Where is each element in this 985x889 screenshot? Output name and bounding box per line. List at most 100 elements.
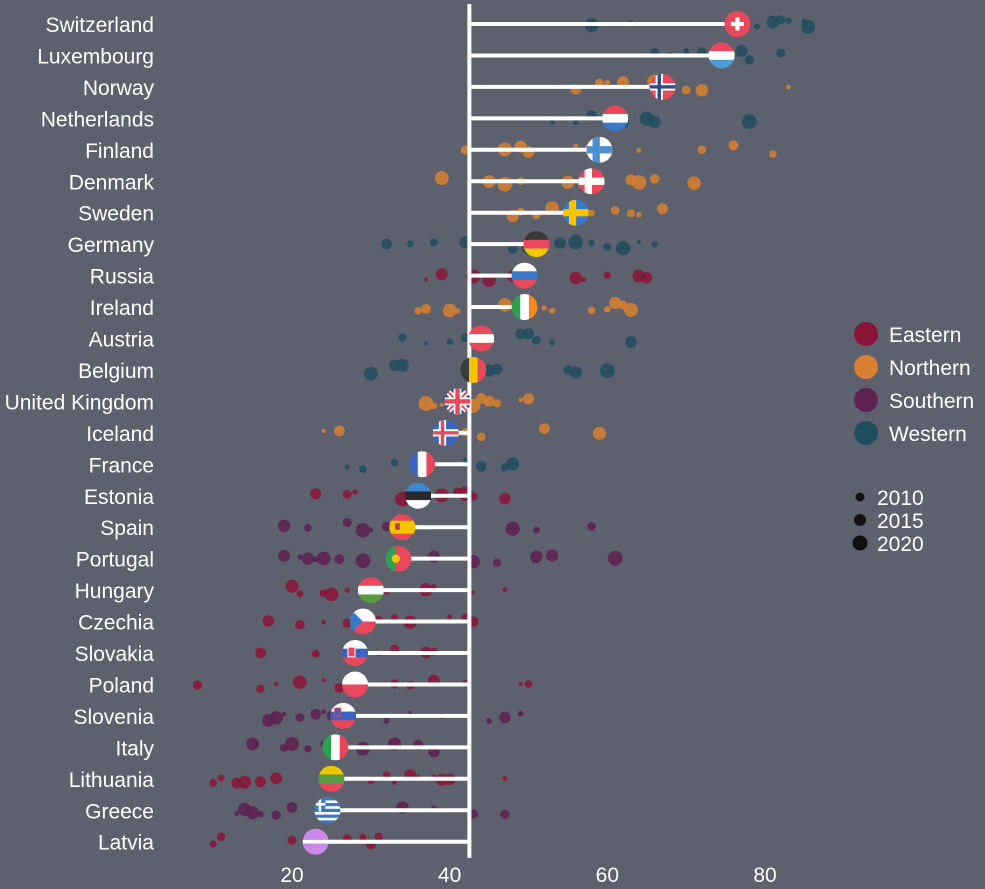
scatter-point bbox=[506, 457, 520, 471]
scatter-point bbox=[683, 48, 690, 55]
country-label: Netherlands bbox=[41, 108, 154, 131]
scatter-point bbox=[491, 363, 503, 375]
flag-marker bbox=[357, 577, 384, 604]
scatter-point bbox=[636, 211, 642, 218]
scatter-point bbox=[321, 678, 326, 683]
scatter-point bbox=[538, 423, 550, 434]
scatter-point bbox=[546, 549, 559, 562]
flag-marker bbox=[409, 451, 436, 478]
scatter-point bbox=[439, 402, 444, 408]
scatter-point bbox=[728, 140, 739, 151]
scatter-point bbox=[502, 776, 508, 781]
legend-label: Northern bbox=[889, 357, 971, 380]
flag-markers bbox=[302, 11, 751, 855]
scatter-point bbox=[293, 675, 307, 689]
flag-marker bbox=[342, 671, 369, 698]
scatter-point bbox=[615, 241, 631, 256]
scatter-point bbox=[502, 587, 508, 593]
scatter-point bbox=[497, 298, 512, 312]
scatter-point bbox=[568, 234, 584, 250]
scatter-point bbox=[246, 737, 260, 751]
country-label: Latvia bbox=[98, 832, 154, 855]
country-label: Slovakia bbox=[75, 643, 155, 666]
scatter-point bbox=[549, 120, 555, 125]
flag-marker bbox=[511, 294, 538, 321]
country-label: Portugal bbox=[76, 549, 154, 572]
scatter-point bbox=[427, 550, 440, 563]
scatter-point bbox=[368, 527, 374, 533]
scatter-point bbox=[505, 521, 520, 536]
scatter-point bbox=[524, 680, 533, 688]
scatter-point bbox=[492, 399, 502, 408]
scatter-point bbox=[603, 305, 611, 313]
scatter-point bbox=[421, 303, 431, 314]
country-label: Austria bbox=[89, 329, 155, 352]
flag-marker bbox=[444, 388, 471, 415]
scatter-point bbox=[430, 402, 438, 410]
dumbbell-lines bbox=[315, 22, 738, 844]
country-label: Sweden bbox=[78, 203, 154, 226]
scatter-point bbox=[744, 55, 754, 65]
scatter-point bbox=[431, 584, 437, 590]
scatter-point bbox=[296, 590, 304, 598]
scatter-point bbox=[569, 366, 582, 379]
scatter-point bbox=[471, 590, 476, 595]
scatter-point bbox=[573, 143, 579, 149]
scatter-point bbox=[287, 835, 297, 845]
legend-size-swatch bbox=[852, 535, 868, 551]
scatter-point bbox=[581, 276, 587, 283]
flag-marker bbox=[432, 419, 459, 446]
flag-marker bbox=[322, 734, 349, 761]
scatter-point bbox=[499, 711, 511, 724]
scatter-point bbox=[344, 464, 350, 470]
scatter-point bbox=[234, 810, 240, 817]
country-label: Ireland bbox=[90, 297, 154, 320]
scatter-point bbox=[334, 682, 345, 693]
scatter-point bbox=[549, 339, 555, 346]
flag-marker bbox=[342, 640, 369, 666]
scatter-point bbox=[285, 736, 299, 751]
legend-label: Southern bbox=[889, 390, 974, 413]
scatter-point bbox=[532, 526, 540, 534]
scatter-point bbox=[434, 171, 449, 186]
scatter-point bbox=[310, 708, 322, 720]
scatter-point bbox=[592, 426, 606, 440]
scatter-point bbox=[442, 303, 457, 318]
scatter-point bbox=[364, 366, 378, 381]
scatter-point bbox=[435, 268, 448, 281]
scatter-point bbox=[321, 428, 326, 434]
legend-swatch bbox=[854, 388, 878, 412]
scatter-point bbox=[246, 806, 260, 820]
legend-size-label: 2010 bbox=[877, 487, 924, 510]
scatter-point bbox=[398, 333, 407, 342]
country-label: Iceland bbox=[86, 423, 154, 446]
scatter-point bbox=[383, 717, 390, 724]
scatter-point bbox=[517, 710, 524, 717]
scatter-point bbox=[321, 709, 327, 715]
scatter-point bbox=[695, 83, 709, 97]
flag-marker bbox=[318, 765, 345, 792]
scatter-point bbox=[754, 23, 761, 30]
scatter-point bbox=[295, 713, 305, 722]
scatter-point bbox=[381, 521, 392, 532]
scatter-point bbox=[355, 523, 371, 538]
scatter-point bbox=[624, 303, 638, 317]
scatter-point bbox=[316, 551, 331, 566]
scatter-point bbox=[286, 802, 298, 813]
scatter-point bbox=[741, 114, 757, 129]
scatter-point bbox=[297, 554, 303, 560]
scatter-point bbox=[342, 489, 352, 499]
flag-marker bbox=[349, 608, 376, 635]
scatter-point bbox=[390, 458, 399, 467]
country-labels: Switzerland Luxembourg Norway Netherlands Fi… bbox=[5, 14, 155, 855]
scatter-point bbox=[355, 553, 371, 569]
scatter-point bbox=[278, 549, 291, 562]
flag-marker bbox=[586, 136, 613, 163]
scatter-point bbox=[359, 465, 367, 473]
scatter-point bbox=[418, 396, 434, 411]
country-label: Finland bbox=[85, 140, 154, 163]
flag-marker bbox=[385, 545, 412, 572]
scatter-point bbox=[310, 488, 322, 500]
scatter-point bbox=[801, 19, 816, 34]
scatter-point bbox=[625, 336, 637, 349]
